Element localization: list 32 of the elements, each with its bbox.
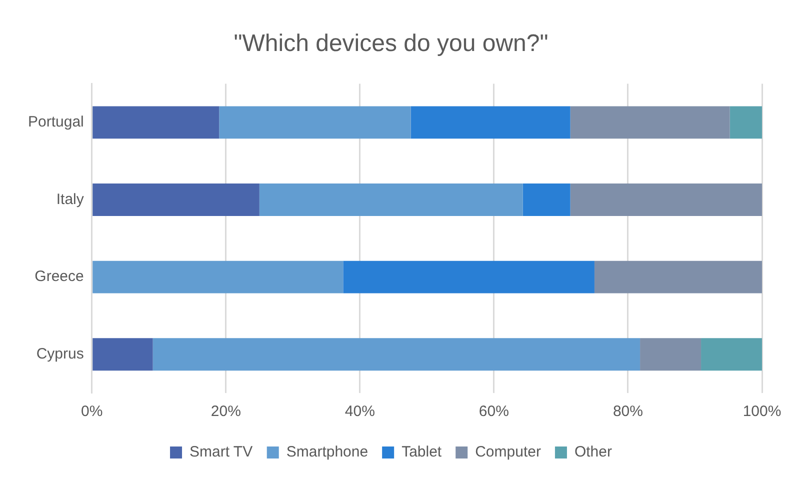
bar [640,338,702,371]
bar [730,106,762,139]
bar [570,106,730,139]
bar [522,184,570,216]
x-tick-label: 100% [742,403,782,420]
bar [570,184,762,216]
legend-label: Other [574,444,612,461]
bar [92,106,220,139]
bar [259,184,523,216]
bar [701,338,762,371]
legend-label: Tablet [402,444,442,461]
bar [92,184,260,216]
bar [92,338,153,371]
x-tick-label: 0% [81,403,103,420]
legend-label: Computer [475,444,541,461]
bar [92,260,344,294]
y-tick-label: Italy [56,190,84,208]
bar [594,260,762,294]
x-tick-label: 60% [478,403,509,420]
y-tick-label: Greece [34,268,84,286]
bar [152,338,640,371]
x-tick-label: 80% [612,403,643,420]
x-tick-label: 40% [344,403,375,420]
chart-title: "Which devices do you own?" [234,30,548,58]
bar [343,260,594,294]
y-tick-label: Cyprus [36,345,84,362]
legend-label: Smartphone [286,444,368,461]
bar [219,106,411,139]
x-tick-label: 20% [210,403,241,420]
y-tick-label: Portugal [28,114,84,131]
bar [410,106,570,139]
legend-label: Smart TV [190,444,253,461]
